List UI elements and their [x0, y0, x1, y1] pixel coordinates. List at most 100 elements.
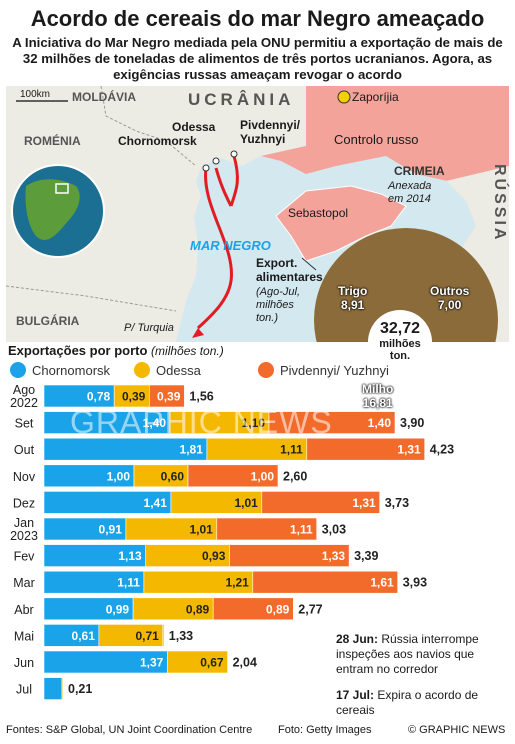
- segment-label: 1,13: [118, 549, 142, 563]
- total-label: 3,93: [403, 576, 427, 590]
- note-1: 28 Jun: Rússia interrompe inspeções aos …: [336, 632, 479, 676]
- segment-label: 1,21: [225, 576, 249, 590]
- bar-segment-2: [149, 384, 185, 408]
- map-label-mar-negro: MAR NEGRO: [190, 238, 271, 253]
- pie-center: 32,72 milhões ton.: [368, 310, 432, 374]
- category-label: Out: [14, 443, 35, 457]
- segment-label: 1,40: [368, 416, 392, 430]
- pie-label-trigo: Trigo 8,91: [338, 284, 368, 312]
- export-title: Export. alimentares: [256, 256, 323, 284]
- category-label: 2022: [10, 396, 38, 410]
- port-label-chornomorsk: Chornomorsk: [118, 134, 197, 148]
- segment-label: 0,71: [135, 629, 159, 643]
- total-label: 3,39: [354, 549, 378, 563]
- segment-label: 1,61: [370, 576, 394, 590]
- footer-credit: © GRAPHIC NEWS: [408, 724, 506, 736]
- total-label: 2,04: [233, 656, 257, 670]
- segment-label: 0,39: [157, 390, 181, 404]
- segment-label: 1,31: [397, 443, 421, 457]
- bar-segment-2: [216, 517, 318, 541]
- segment-label: 1,10: [242, 416, 266, 430]
- category-label: Dez: [13, 496, 35, 510]
- segment-label: 0,61: [72, 629, 96, 643]
- map-label-controlo: Controlo russo: [334, 132, 419, 147]
- map-label-sebastopol: Sebastopol: [288, 206, 349, 220]
- map-label-moldavia: MOLDÁVIA: [72, 90, 136, 104]
- footer-photo: Foto: Getty Images: [278, 724, 372, 736]
- segment-label: 1,01: [189, 523, 213, 537]
- segment-label: 0,89: [266, 602, 290, 616]
- map-label-bulgaria: BULGÁRIA: [16, 314, 80, 328]
- total-label: 3,73: [385, 496, 409, 510]
- port-label-odessa: Odessa: [172, 120, 216, 134]
- bar-segment-2: [212, 597, 294, 621]
- total-label: 2,60: [283, 469, 307, 483]
- map: 100km MOLDÁVIA UCRÂNIA ROMÉNIA BULGÁRIA …: [5, 85, 509, 412]
- total-label: 0,21: [68, 682, 92, 696]
- legend-label-1: Odessa: [156, 363, 202, 378]
- bar-segment-2: [252, 570, 398, 594]
- bar-segment-2: [187, 464, 279, 488]
- legend-swatch-0: [10, 362, 26, 378]
- segment-label: 1,31: [352, 496, 376, 510]
- bar-segment-1: [61, 677, 64, 700]
- category-label: Abr: [14, 603, 33, 617]
- bar-segment-0: [43, 677, 63, 700]
- bar-segment-2: [306, 437, 425, 461]
- legend-swatch-2: [258, 362, 274, 378]
- legend-swatch-1: [134, 362, 150, 378]
- category-label: Ago: [13, 383, 35, 397]
- page-title: Acordo de cereais do mar Negro ameaçado: [30, 6, 485, 31]
- segment-label: 1,37: [140, 656, 164, 670]
- category-label: Jun: [14, 656, 34, 670]
- segment-label: 0,89: [186, 602, 210, 616]
- chart-title: Exportações por porto (milhões ton.): [8, 343, 224, 358]
- category-label: Mai: [14, 629, 34, 643]
- category-label: Set: [15, 417, 34, 431]
- total-label: 3,90: [400, 416, 424, 430]
- segment-label: 1,81: [180, 443, 204, 457]
- category-label: 2023: [10, 529, 38, 543]
- bar-segment-2: [229, 544, 350, 567]
- legend-label-2: Pivdennyi/ Yuzhnyi: [280, 363, 389, 378]
- total-label: 2,77: [298, 602, 322, 616]
- page-subtitle: A Iniciativa do Mar Negro mediada pela O…: [12, 35, 503, 82]
- map-label-russia: RÚSSIA: [491, 164, 508, 243]
- category-label: Fev: [14, 550, 36, 564]
- segment-label: 0,91: [99, 523, 123, 537]
- pie-label-milho: Milho 16,81: [362, 382, 394, 410]
- segment-label: 1,11: [280, 443, 303, 457]
- segment-label: 1,41: [144, 496, 168, 510]
- category-label: Mar: [13, 576, 35, 590]
- category-label: Jul: [16, 683, 32, 697]
- map-scale: 100km: [20, 89, 51, 100]
- map-label-romenia: ROMÉNIA: [24, 134, 81, 148]
- total-label: 3,03: [322, 523, 346, 537]
- map-graphic: [5, 85, 509, 412]
- segment-label: 1,11: [290, 523, 313, 537]
- segment-label: 1,01: [234, 496, 258, 510]
- note-2: 17 Jul: Expira o acordo de cereais: [336, 688, 479, 717]
- segment-label: 1,33: [322, 549, 346, 563]
- total-label: 1,56: [189, 390, 213, 404]
- category-label: Nov: [13, 470, 36, 484]
- total-label: 4,23: [430, 443, 454, 457]
- total-label: 1,33: [169, 629, 193, 643]
- segment-label: 1,11: [117, 576, 140, 590]
- map-label-anexada: Anexada em 2014: [388, 180, 432, 205]
- pie-total: 32,72: [379, 320, 421, 337]
- bar-segment-2: [268, 411, 396, 434]
- category-label: Jan: [14, 516, 34, 530]
- map-label-turquia: P/ Turquia: [124, 322, 174, 334]
- segment-label: 0,78: [87, 390, 111, 404]
- segment-label: 1,00: [107, 469, 131, 483]
- footer-sources: Fontes: S&P Global, UN Joint Coordinatio…: [6, 724, 253, 736]
- export-period: (Ago-Jul, milhões ton.): [256, 286, 301, 324]
- legend-label-0: Chornomorsk: [32, 363, 111, 378]
- pie-unit: milhões ton.: [379, 338, 421, 362]
- bar-segment-2: [261, 491, 380, 514]
- port-label-pivdennyi: Pivdennyi/ Yuzhnyi: [240, 118, 301, 146]
- map-label-ucrania: UCRÂNIA: [188, 90, 295, 109]
- segment-label: 1,40: [143, 416, 167, 430]
